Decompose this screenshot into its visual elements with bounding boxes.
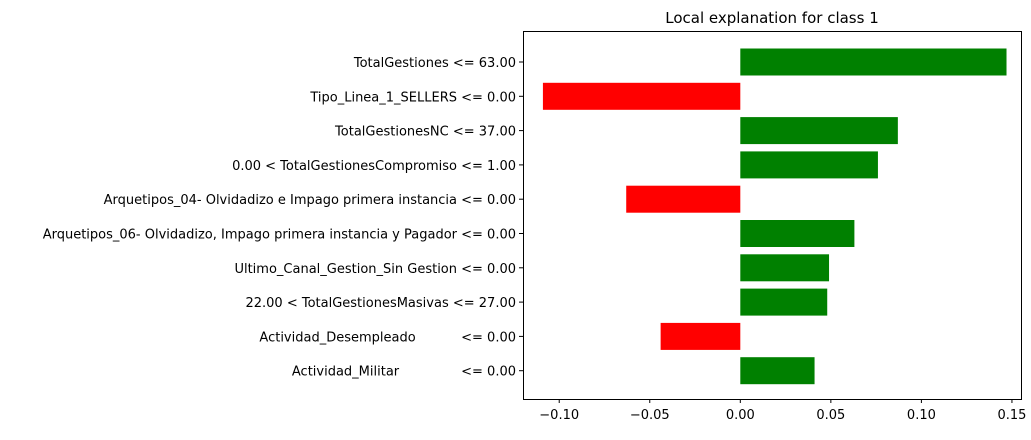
y-tick-label-2: TotalGestionesNC <= 37.00 [334,125,516,140]
x-tick-label-3: 0.05 [816,408,845,423]
y-tick-label-0: TotalGestiones <= 63.00 [353,56,516,71]
bar-4 [626,185,741,213]
x-tick-label-4: 0.10 [907,408,936,423]
y-tick-label-3: 0.00 < TotalGestionesCompromiso <= 1.00 [232,159,516,174]
y-tick-label-1: Tipo_Linea_1_SELLERS <= 0.00 [309,90,516,105]
y-tick-labels: TotalGestiones <= 63.00 Tipo_Linea_1_SELL… [43,56,523,380]
y-tick-label-7: 22.00 < TotalGestionesMasivas <= 27.00 [245,296,516,311]
bar-8 [660,322,741,350]
y-tick-label-8: Actividad_Desempleado <= 0.00 [259,330,516,345]
x-tick-label-1: −0.05 [630,408,670,423]
x-tick-label-2: 0.00 [726,408,755,423]
bar-7 [740,288,828,316]
y-tick-label-6: Ultimo_Canal_Gestion_Sin Gestion <= 0.00 [234,262,516,277]
bar-5 [740,220,855,247]
plot-frame [523,31,1022,400]
y-tick-label-9: Actividad_Militar <= 0.00 [292,365,516,380]
bar-1 [542,82,741,110]
bar-9 [740,357,815,385]
x-tick-label-5: 0.15 [997,408,1026,423]
x-tick-label-0: −0.10 [539,408,579,423]
bar-6 [740,254,830,282]
y-tick-label-5: Arquetipos_06- Olvidadizo, Impago primer… [43,228,516,243]
x-axis-ticks: −0.10 −0.05 0.00 0.05 0.10 0.15 [539,399,1026,423]
bar-3 [740,151,878,179]
bar-2 [740,117,898,145]
y-tick-label-4: Arquetipos_04- Olvidadizo e Impago prime… [104,193,516,208]
bar-0 [740,48,1007,76]
chart-title: Local explanation for class 1 [665,9,879,27]
bars [542,48,1007,385]
